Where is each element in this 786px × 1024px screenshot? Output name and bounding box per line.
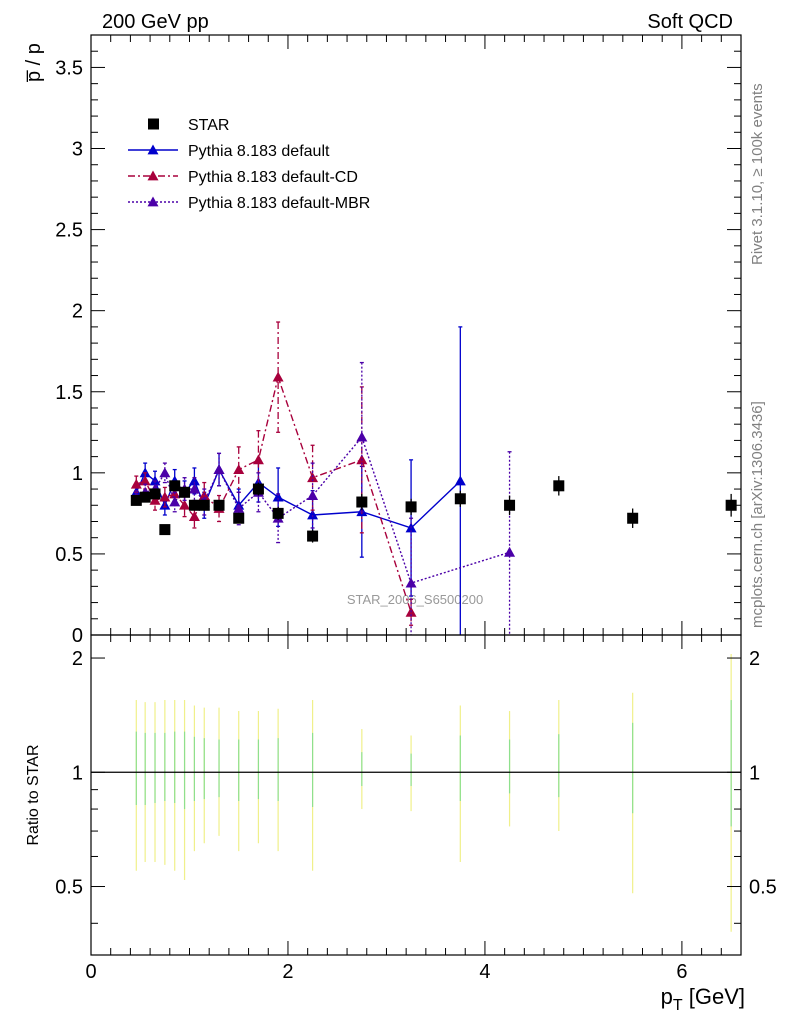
data-point bbox=[233, 503, 245, 513]
data-point bbox=[252, 454, 264, 465]
main-ytick-label: 1 bbox=[72, 463, 83, 485]
data-point bbox=[307, 530, 319, 542]
legend-label: Pythia 8.183 default-CD bbox=[188, 169, 358, 186]
main-x-axis bbox=[90, 35, 742, 635]
data-point bbox=[272, 371, 284, 382]
ratio-ytick-label-right: 1 bbox=[749, 762, 760, 784]
ratio-ytick-label: 1 bbox=[72, 762, 83, 784]
legend-label: STAR bbox=[188, 117, 229, 134]
data-point bbox=[356, 431, 368, 442]
data-point bbox=[188, 511, 200, 522]
legend-label: Pythia 8.183 default bbox=[188, 143, 330, 160]
ratio-xtick-label: 0 bbox=[85, 961, 96, 983]
data-point bbox=[179, 499, 191, 510]
x-axis-label: pT [GeV] bbox=[661, 984, 745, 1014]
watermark-label: STAR_2006_S6500200 bbox=[347, 592, 483, 607]
data-point bbox=[159, 491, 171, 502]
ratio-ylabel: Ratio to STAR bbox=[25, 744, 42, 845]
main-ytick-label: 2.5 bbox=[55, 220, 83, 242]
data-point bbox=[188, 483, 200, 494]
data-point bbox=[213, 499, 225, 511]
data-point bbox=[307, 472, 319, 483]
ratio-xtick-label: 2 bbox=[282, 961, 293, 983]
data-point bbox=[188, 475, 200, 486]
main-series-group bbox=[130, 321, 737, 635]
data-point bbox=[188, 499, 200, 511]
data-point bbox=[149, 488, 161, 500]
ratio-ytick-label: 2 bbox=[72, 648, 83, 670]
ratio-ytick-label-right: 0.5 bbox=[749, 877, 777, 899]
main-ytick-label: 3 bbox=[72, 139, 83, 161]
legend: STAR Pythia 8.183 default Pythia 8.183 def… bbox=[128, 117, 370, 212]
data-point bbox=[405, 501, 417, 513]
legend-marker bbox=[147, 144, 159, 155]
x-axis-label-main: p bbox=[661, 984, 673, 1009]
energy-label: 200 GeV pp bbox=[102, 11, 209, 33]
data-point bbox=[198, 499, 210, 511]
mcplots-label: mcplots.cern.ch [arXiv:1306.3436] bbox=[749, 401, 766, 628]
series-star bbox=[130, 476, 737, 543]
series-pythia-8-183-default bbox=[130, 326, 466, 635]
ratio-xtick-label: 4 bbox=[479, 961, 490, 983]
main-ytick-label: 2 bbox=[72, 301, 83, 323]
legend-marker bbox=[148, 118, 159, 130]
data-point bbox=[356, 496, 368, 508]
data-point bbox=[213, 464, 225, 474]
ratio-x-axis: 0 2 4 6 bbox=[85, 635, 742, 983]
ratio-frame bbox=[90, 634, 742, 956]
data-point bbox=[139, 491, 151, 503]
data-point bbox=[272, 491, 284, 502]
legend-marker bbox=[147, 196, 159, 207]
x-axis-label-sub: T bbox=[673, 997, 683, 1014]
main-ytick-label: 1.5 bbox=[55, 382, 83, 404]
data-point bbox=[553, 480, 565, 492]
data-point bbox=[159, 467, 171, 478]
series-line bbox=[135, 435, 510, 584]
ratio-xtick-label: 6 bbox=[676, 961, 687, 983]
data-point bbox=[307, 509, 319, 520]
data-point bbox=[233, 512, 245, 524]
rivet-label: Rivet 3.1.10, ≥ 100k events bbox=[749, 83, 766, 265]
ratio-y-axis: 0.5 0.5 1 1 2 2 bbox=[55, 648, 777, 924]
data-point bbox=[139, 475, 151, 486]
process-label: Soft QCD bbox=[647, 11, 733, 33]
ratio-panel: 0.5 0.5 1 1 2 2 0 2 4 6 Ratio to STAR pT [GeV] bbox=[25, 634, 777, 1014]
legend-label: Pythia 8.183 default-MBR bbox=[188, 195, 370, 212]
data-point bbox=[454, 475, 466, 486]
data-point bbox=[179, 486, 191, 498]
data-point bbox=[627, 512, 639, 524]
main-ytick-label: 0 bbox=[72, 625, 83, 647]
series-pythia-8-183-default-cd bbox=[130, 321, 417, 626]
data-point bbox=[149, 494, 161, 505]
x-axis-label-unit: [GeV] bbox=[683, 984, 745, 1009]
data-point bbox=[454, 493, 466, 505]
data-point bbox=[307, 490, 319, 500]
data-point bbox=[725, 499, 737, 511]
legend-marker bbox=[147, 170, 159, 181]
ratio-ytick-label: 0.5 bbox=[55, 877, 83, 899]
data-point bbox=[130, 478, 142, 489]
data-point bbox=[504, 546, 516, 557]
data-point bbox=[169, 480, 181, 492]
main-ytick-label: 0.5 bbox=[55, 544, 83, 566]
ratio-ytick-label-right: 2 bbox=[749, 648, 760, 670]
data-point bbox=[252, 483, 264, 495]
main-panel: STAR_2006_S6500200 0 0.5 1 1.5 2 2.5 3 3.5 p̅ /… bbox=[23, 34, 742, 647]
data-point bbox=[169, 496, 181, 507]
main-ytick-label: 3.5 bbox=[55, 57, 83, 79]
data-point bbox=[233, 464, 245, 474]
data-point bbox=[130, 494, 142, 506]
data-point bbox=[159, 524, 171, 536]
main-y-axis: 0 0.5 1 1.5 2 2.5 3 3.5 bbox=[55, 34, 741, 647]
ratio-bands bbox=[135, 653, 732, 932]
data-point bbox=[405, 577, 417, 588]
data-point bbox=[504, 499, 516, 511]
data-point bbox=[272, 507, 284, 519]
main-ylabel: p̅ / p bbox=[23, 43, 45, 82]
